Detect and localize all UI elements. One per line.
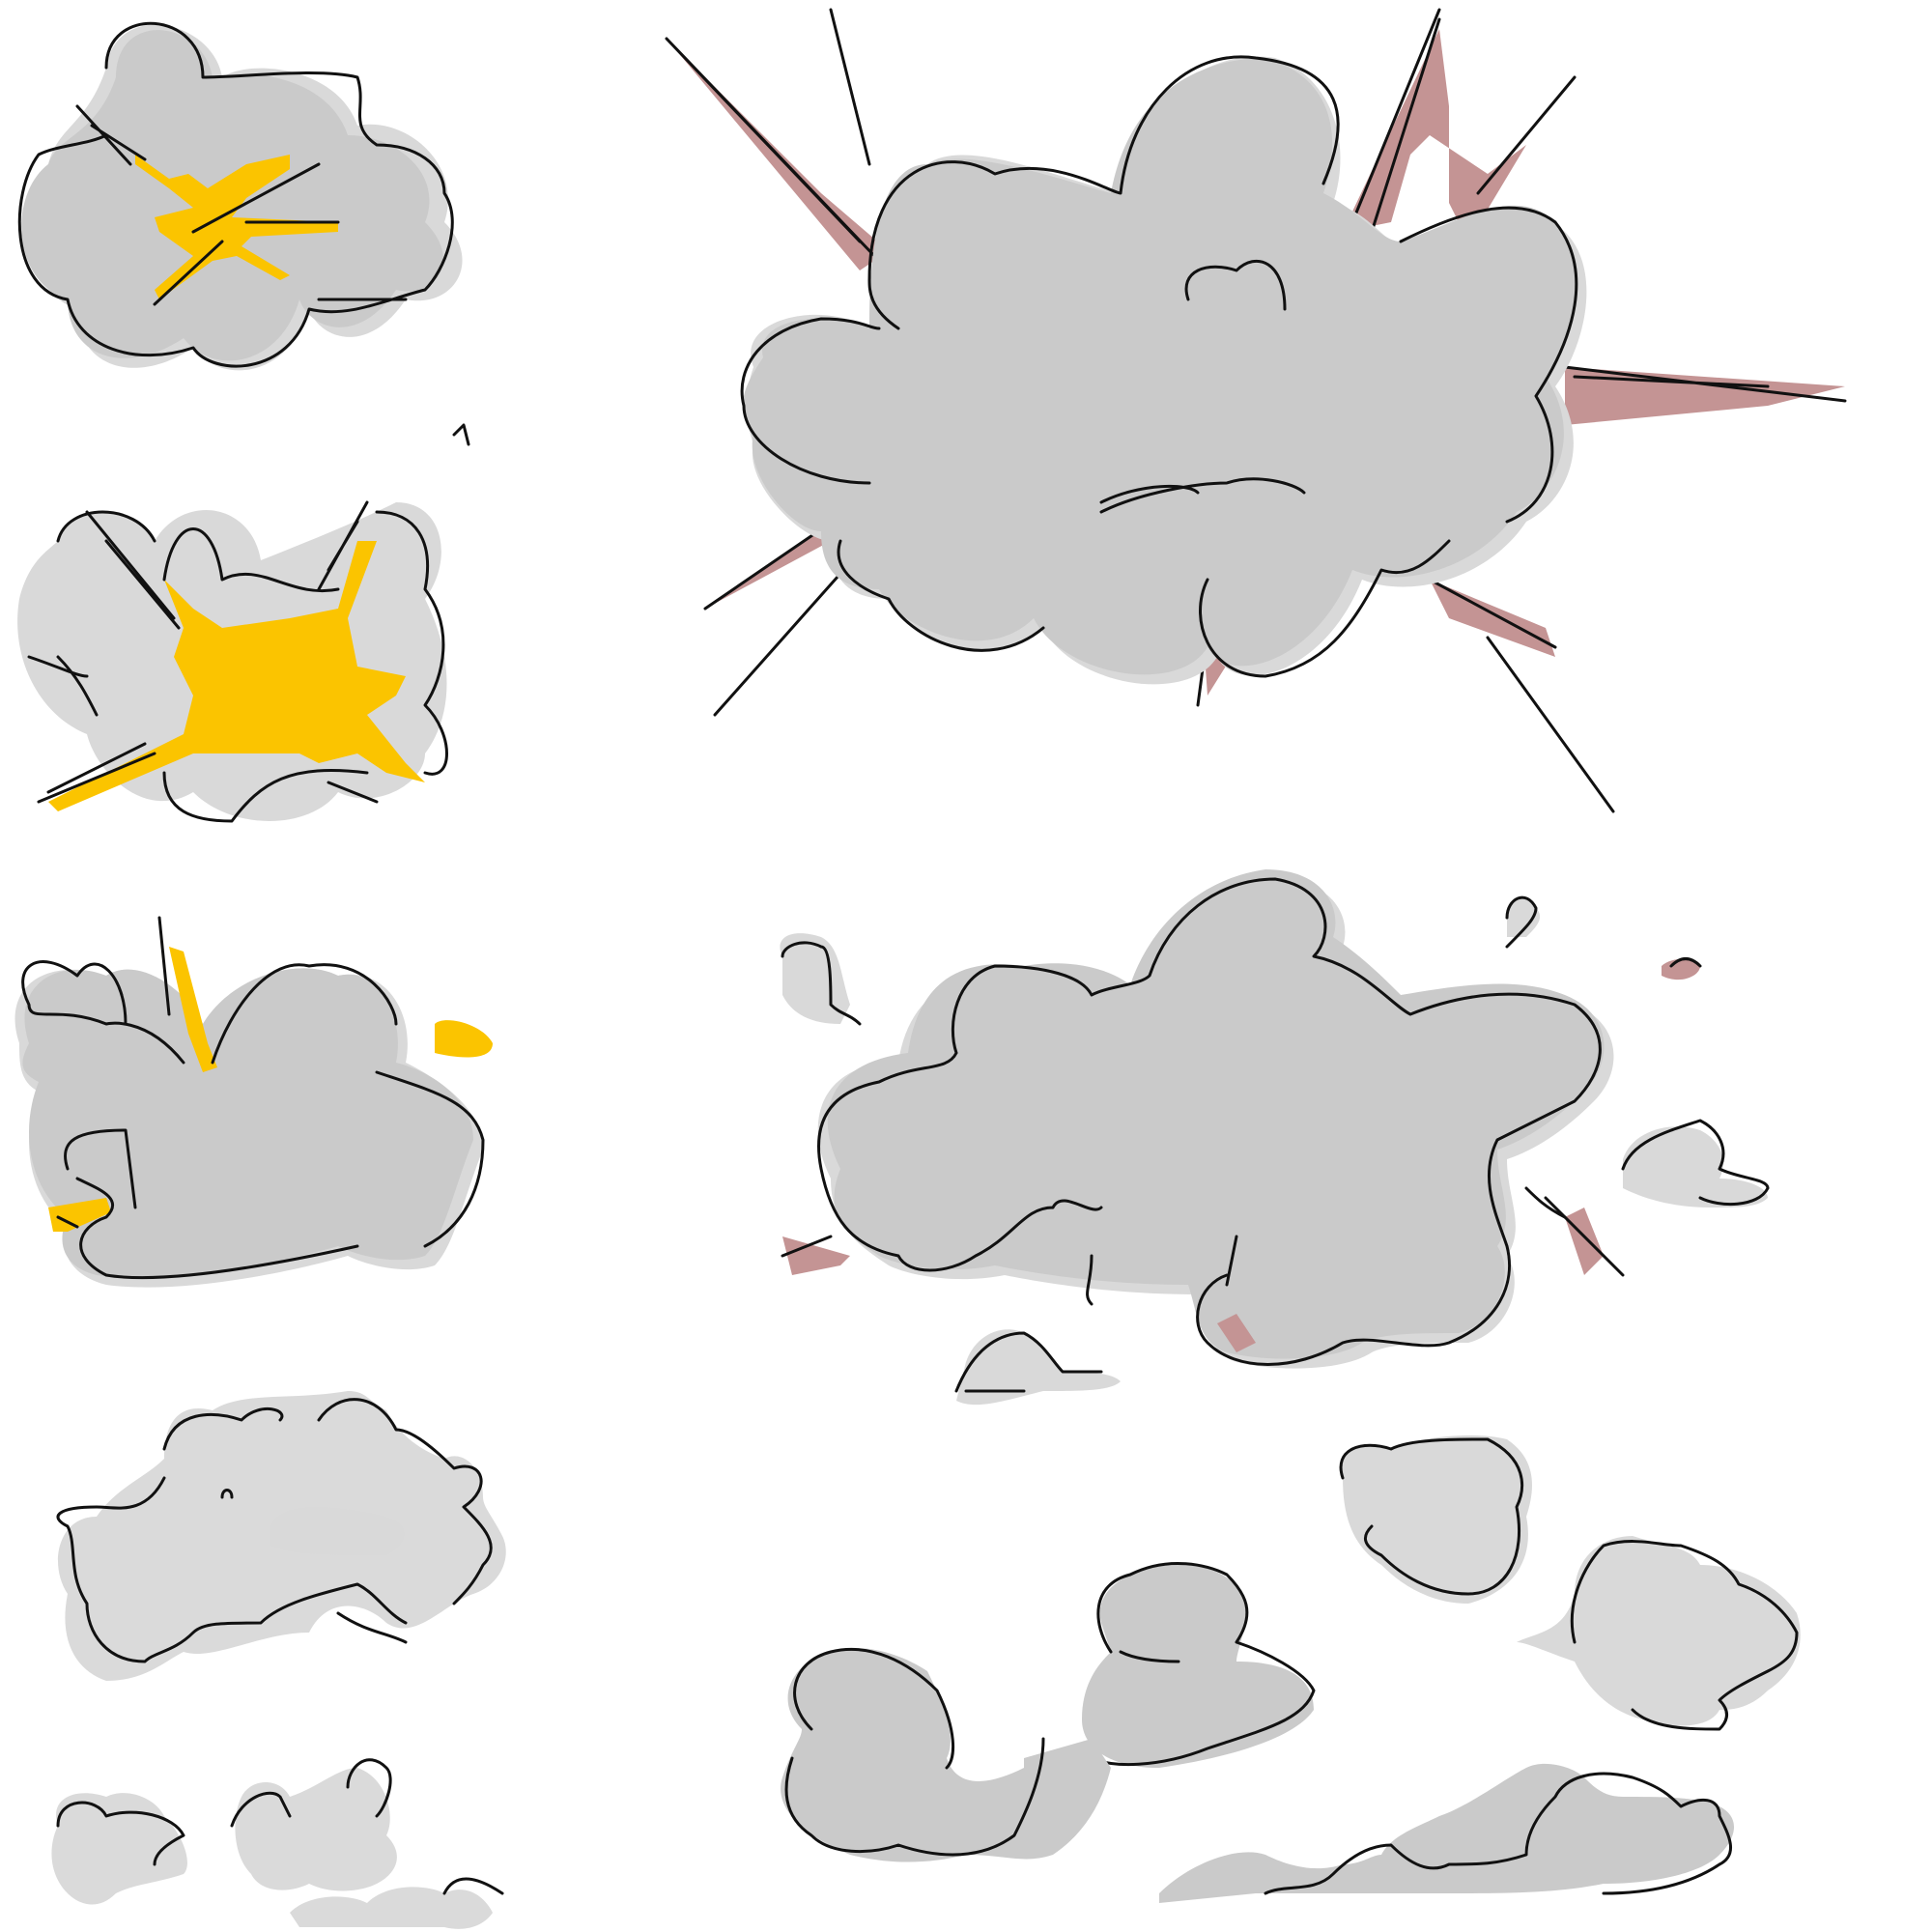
explosion-frame-1 xyxy=(17,21,470,446)
smoke-frame-5 xyxy=(51,1758,504,1929)
large-smoke-cloud xyxy=(780,869,1770,1406)
smoke-frame-3 xyxy=(14,916,493,1288)
smoke-frame-4 xyxy=(56,1391,506,1681)
large-explosion xyxy=(665,8,1847,813)
explosion-frame-2 xyxy=(17,500,448,823)
drifting-smoke-puffs xyxy=(781,1435,1801,1903)
